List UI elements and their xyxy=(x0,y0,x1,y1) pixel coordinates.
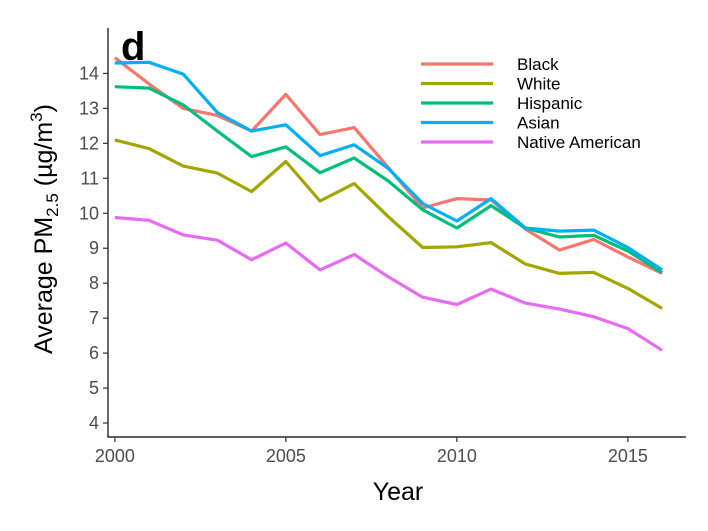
y-tick-label: 9 xyxy=(89,238,99,258)
x-tick-label: 2000 xyxy=(95,446,135,466)
y-tick-label: 12 xyxy=(79,133,99,153)
y-axis-ticks: 4 5 6 7 8 9 10 11 12 13 14 xyxy=(79,63,108,433)
legend-label-black: Black xyxy=(517,55,559,74)
series-lines xyxy=(113,56,663,352)
legend-label-asian: Asian xyxy=(517,114,560,133)
x-tick-label: 2005 xyxy=(266,446,306,466)
x-axis-ticks: 2000 2005 2010 2015 xyxy=(95,437,648,466)
x-tick-label: 2010 xyxy=(437,446,477,466)
legend-label-native-american: Native American xyxy=(517,133,641,152)
y-tick-label: 6 xyxy=(89,343,99,363)
y-tick-label: 5 xyxy=(89,378,99,398)
y-tick-label: 7 xyxy=(89,308,99,328)
x-tick-label: 2015 xyxy=(608,446,648,466)
y-tick-label: 13 xyxy=(79,98,99,118)
legend-label-white: White xyxy=(517,75,560,94)
y-tick-label: 14 xyxy=(79,63,99,83)
series-line-white xyxy=(114,138,663,310)
series-line-hispanic xyxy=(114,85,663,275)
series-line-native-american xyxy=(114,215,663,352)
y-axis-title: Average PM2.5 (µg/m3) xyxy=(27,104,62,354)
legend-label-hispanic: Hispanic xyxy=(517,94,583,113)
series-line-asian xyxy=(114,60,663,272)
y-tick-label: 10 xyxy=(79,203,99,223)
y-tick-label: 4 xyxy=(89,413,99,433)
y-tick-label: 8 xyxy=(89,273,99,293)
x-axis-title: Year xyxy=(373,478,424,506)
y-tick-label: 11 xyxy=(80,168,99,188)
axes xyxy=(107,28,686,438)
